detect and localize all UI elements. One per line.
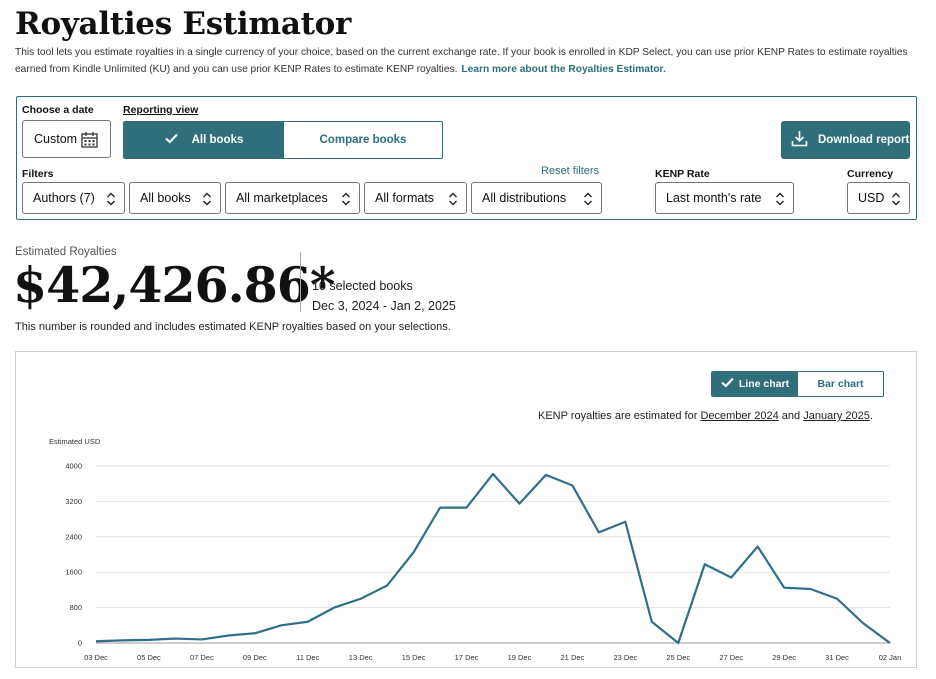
- chevron-updown-icon: [448, 191, 458, 207]
- filter-panel: [16, 96, 917, 220]
- selected-books-count: 10 selected books: [312, 279, 413, 293]
- filters-label: Filters: [22, 168, 54, 180]
- kenp-rate-select[interactable]: Last month's rate: [655, 182, 794, 214]
- currency-label: Currency: [847, 168, 894, 180]
- authors-select[interactable]: Authors (7): [22, 182, 125, 214]
- december-2024-link[interactable]: December 2024: [700, 410, 779, 422]
- distributions-value: All distributions: [482, 191, 567, 205]
- compare-books-tab[interactable]: Compare books: [319, 134, 407, 146]
- kenp-note-and: and: [781, 410, 801, 422]
- kenp-note-prefix: KENP royalties are estimated for: [538, 410, 698, 422]
- calendar-icon: [81, 131, 98, 151]
- reporting-view-label[interactable]: Reporting view: [123, 104, 199, 116]
- all-books-label: All books: [191, 134, 244, 146]
- checkmark-icon: [164, 133, 178, 147]
- currency-select[interactable]: USD: [847, 182, 910, 214]
- estimated-royalties-value: $42,426.86*: [13, 256, 335, 314]
- chevron-updown-icon: [583, 191, 593, 207]
- chevron-updown-icon: [775, 191, 785, 207]
- january-2025-link[interactable]: January 2025: [803, 410, 870, 422]
- all-books-tab[interactable]: All books: [124, 122, 284, 158]
- description-text: This tool lets you estimate royalties in…: [15, 47, 908, 75]
- chart-panel: [15, 351, 917, 668]
- line-chart-label: Line chart: [738, 378, 790, 390]
- checkmark-icon: [721, 377, 734, 391]
- marketplaces-select[interactable]: All marketplaces: [225, 182, 360, 214]
- line-chart-tab[interactable]: Line chart: [712, 372, 798, 396]
- rounding-note: This number is rounded and includes esti…: [15, 321, 451, 333]
- authors-value: Authors (7): [33, 191, 95, 205]
- marketplaces-value: All marketplaces: [236, 191, 328, 205]
- kenp-note-suffix: .: [869, 410, 873, 422]
- formats-value: All formats: [375, 191, 435, 205]
- chart-type-toggle: Line chart Bar chart: [711, 371, 884, 397]
- page-description: This tool lets you estimate royalties in…: [15, 45, 920, 78]
- reset-filters-link[interactable]: Reset filters: [541, 165, 600, 177]
- date-value: Custom: [34, 132, 78, 146]
- download-label: Download report: [818, 134, 910, 146]
- page-title: Royalties Estimator: [15, 6, 352, 42]
- chevron-updown-icon: [106, 191, 116, 207]
- formats-select[interactable]: All formats: [364, 182, 467, 214]
- chevron-updown-icon: [202, 191, 212, 207]
- date-range: Dec 3, 2024 - Jan 2, 2025: [312, 299, 456, 313]
- distributions-select[interactable]: All distributions: [471, 182, 602, 214]
- download-icon: [791, 130, 808, 150]
- reporting-view-toggle: All books Compare books: [123, 121, 443, 159]
- summary-divider: [300, 252, 301, 312]
- date-picker[interactable]: Custom: [22, 120, 111, 158]
- books-select[interactable]: All books: [129, 182, 221, 214]
- learn-more-link[interactable]: Learn more about the Royalties Estimator…: [461, 63, 666, 75]
- chevron-updown-icon: [891, 191, 901, 207]
- kenp-rate-value: Last month's rate: [666, 191, 762, 205]
- kenp-rate-label: KENP Rate: [655, 168, 710, 180]
- kenp-estimate-note: KENP royalties are estimated for Decembe…: [538, 410, 873, 422]
- bar-chart-tab[interactable]: Bar chart: [817, 378, 864, 390]
- download-report-button[interactable]: Download report: [781, 121, 910, 159]
- books-value: All books: [140, 191, 191, 205]
- currency-value: USD: [858, 191, 885, 205]
- chevron-updown-icon: [341, 191, 351, 207]
- estimated-royalties-label: Estimated Royalties: [15, 246, 117, 258]
- date-label: Choose a date: [22, 104, 94, 116]
